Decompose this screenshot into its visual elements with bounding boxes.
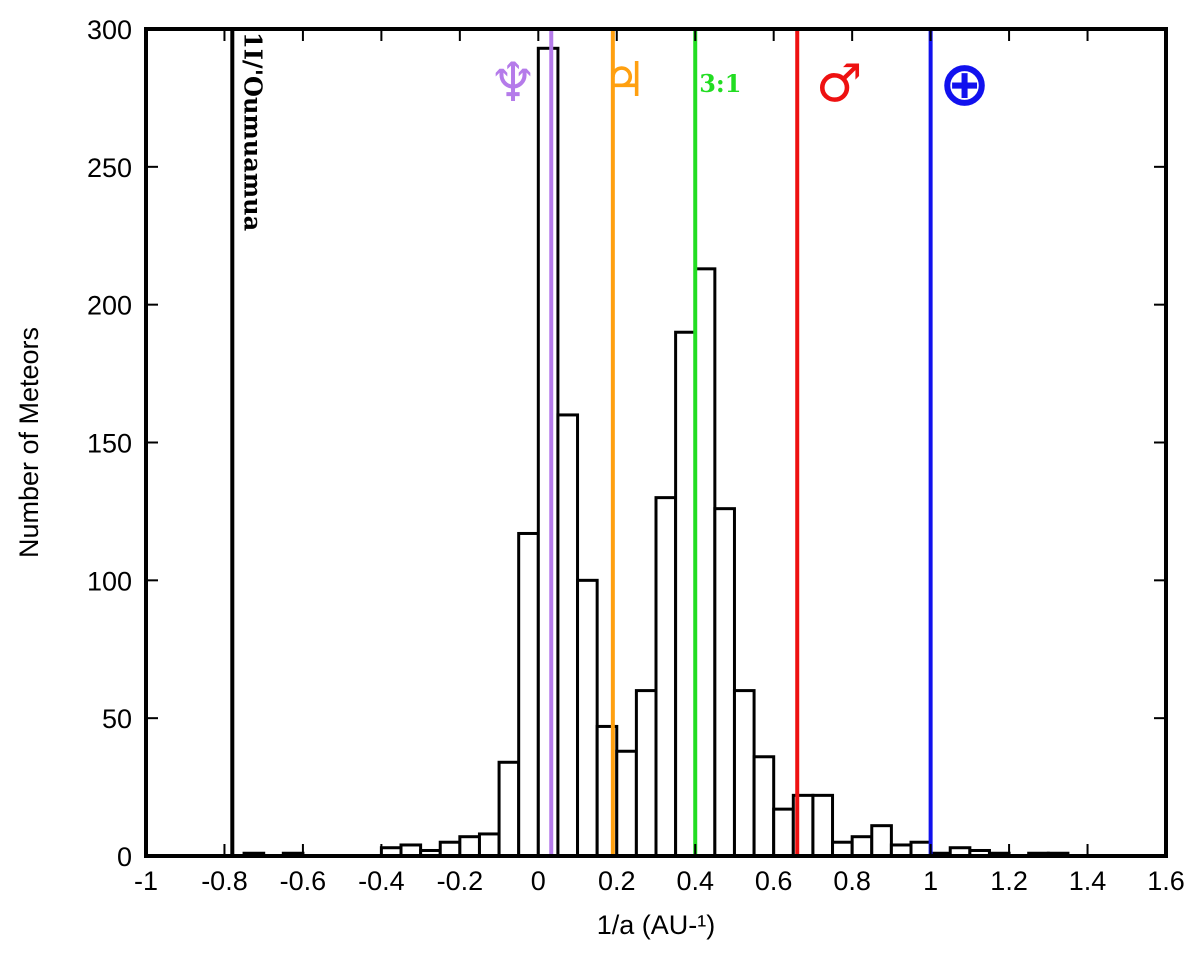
x-tick-label: -0.2	[437, 866, 484, 896]
histogram-bar-25	[831, 840, 854, 858]
y-tick-label: 0	[117, 842, 132, 872]
mars-symbol-icon: ♂	[816, 54, 863, 114]
histogram-bar-17	[674, 330, 697, 858]
x-tick-label: 0.4	[676, 866, 714, 896]
histogram-bar-29	[909, 840, 933, 858]
histogram-bar-8	[497, 760, 521, 858]
y-axis-title: Number of Meteors	[14, 327, 44, 558]
x-axis-title: 1/a (AU-¹)	[597, 910, 716, 940]
x-tick-label: 0.8	[833, 866, 871, 896]
x-tick-label: -0.4	[358, 866, 405, 896]
x-tick-label: 1	[923, 866, 938, 896]
histogram-bar-26	[850, 835, 874, 858]
x-tick-label: -1	[134, 866, 158, 896]
histogram-bar-12	[576, 578, 599, 858]
reference-label-3-1-resonance: 3:1	[699, 69, 741, 98]
histogram-bar-5	[438, 840, 462, 858]
histogram-bar-11	[556, 413, 580, 858]
histogram-bar-6	[458, 835, 481, 858]
y-tick-label: 300	[87, 15, 132, 45]
x-tick-label: 0.2	[598, 866, 636, 896]
x-tick-label: -0.6	[280, 866, 327, 896]
histogram-bar-7	[477, 832, 501, 858]
x-tick-label: -0.8	[201, 866, 248, 896]
histogram-bar-20	[732, 689, 756, 858]
histogram-bar-21	[752, 755, 776, 858]
x-tick-label: 1.2	[990, 866, 1028, 896]
histogram-bar-15	[634, 689, 658, 858]
earth-symbol-icon: ⊕	[939, 47, 991, 120]
x-axis-ticks: -1 -0.8 -0.6 -0.4 -0.2 0 0.2 0.4 0.6 0.8 1 1.2 1.4 1.…	[134, 29, 1185, 896]
x-tick-label: 0	[531, 866, 546, 896]
reference-labels: 1I/'Oumuamua ♆ ♃ 3:1 ♂ ⊕	[238, 32, 990, 231]
y-tick-label: 50	[102, 704, 132, 734]
histogram-bar-10	[536, 46, 560, 858]
histogram-bar-27	[870, 824, 893, 858]
histogram-bar-9	[517, 531, 540, 858]
reference-lines	[230, 29, 933, 856]
x-tick-label: 0.6	[755, 866, 793, 896]
histogram-bar-19	[713, 507, 736, 858]
jupiter-symbol-icon: ♃	[603, 52, 646, 108]
y-tick-label: 150	[87, 429, 132, 459]
x-tick-label: 1.4	[1069, 866, 1107, 896]
histogram-bar-16	[654, 496, 678, 858]
y-tick-label: 100	[87, 566, 132, 596]
histogram-bar-14	[615, 749, 638, 858]
histogram-bar-24	[811, 793, 835, 858]
y-tick-label: 200	[87, 291, 132, 321]
histogram-bar-22	[772, 807, 795, 858]
neptune-symbol-icon: ♆	[489, 51, 537, 114]
x-tick-label: 1.6	[1147, 866, 1185, 896]
y-axis-ticks: 0 50 100 150 200 250 300	[87, 15, 1166, 872]
y-tick-label: 250	[87, 153, 132, 183]
reference-label-oumuamua: 1I/'Oumuamua	[238, 32, 267, 231]
histogram-bars	[242, 46, 1070, 858]
histogram-bar-18	[693, 267, 717, 858]
